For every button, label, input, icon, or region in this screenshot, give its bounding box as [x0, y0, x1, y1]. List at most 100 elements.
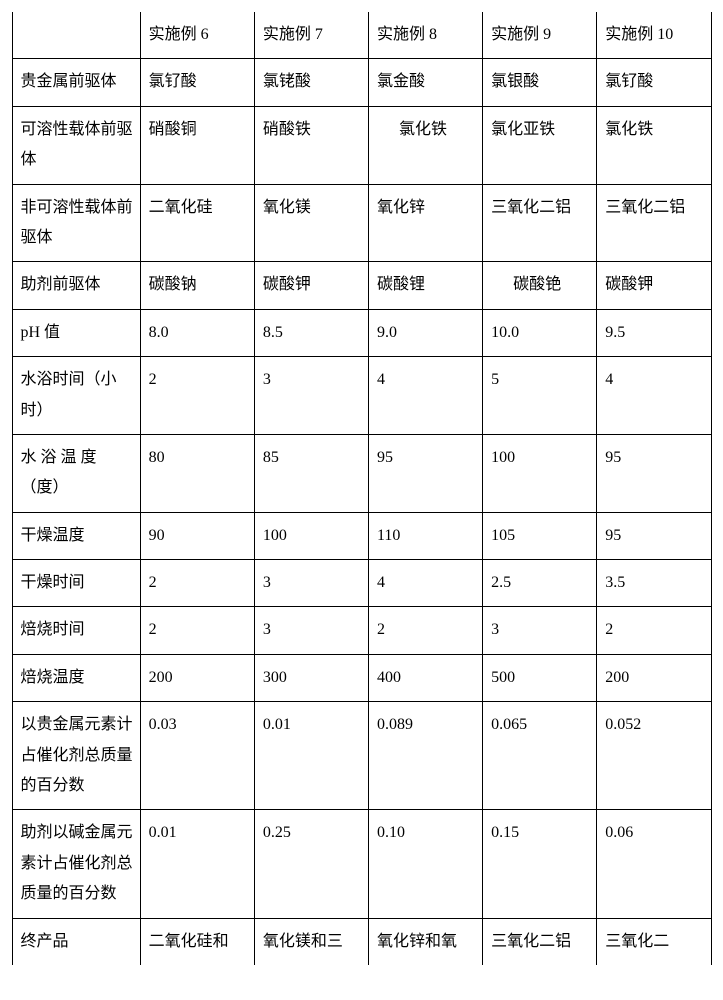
- data-cell: 0.15: [483, 810, 597, 918]
- data-cell: 0.01: [140, 810, 254, 918]
- data-cell: 氧化镁: [254, 184, 368, 262]
- data-cell: 0.065: [483, 702, 597, 810]
- data-cell: 0.052: [597, 702, 711, 810]
- table-header-row: 实施例 6实施例 7实施例 8实施例 9实施例 10: [12, 12, 711, 59]
- header-cell: 实施例 6: [140, 12, 254, 59]
- row-label-cell: 干燥时间: [12, 560, 140, 607]
- data-cell: 氧化锌: [368, 184, 482, 262]
- row-label-cell: 可溶性载体前驱体: [12, 106, 140, 184]
- header-cell: 实施例 9: [483, 12, 597, 59]
- data-cell: 0.10: [368, 810, 482, 918]
- data-cell: 2: [140, 560, 254, 607]
- table-row: 干燥时间2342.53.5: [12, 560, 711, 607]
- data-cell: 5: [483, 357, 597, 435]
- header-cell: 实施例 7: [254, 12, 368, 59]
- row-label-cell: 终产品: [12, 918, 140, 965]
- header-cell: 实施例 10: [597, 12, 711, 59]
- table-row: 水浴时间（小时）23454: [12, 357, 711, 435]
- data-cell: 400: [368, 654, 482, 701]
- data-cell: 4: [597, 357, 711, 435]
- header-cell-blank: [12, 12, 140, 59]
- data-cell: 碳酸钾: [254, 262, 368, 309]
- data-cell: 4: [368, 357, 482, 435]
- data-cell: 100: [254, 512, 368, 559]
- table-row: 助剂前驱体碳酸钠碳酸钾碳酸锂碳酸铯碳酸钾: [12, 262, 711, 309]
- data-cell: 2: [597, 607, 711, 654]
- data-cell: 85: [254, 434, 368, 512]
- table-row: pH 值8.08.59.010.09.5: [12, 309, 711, 356]
- data-cell: 110: [368, 512, 482, 559]
- data-cell: 氯钌酸: [140, 59, 254, 106]
- data-cell: 二氧化硅和: [140, 918, 254, 965]
- row-label-cell: 助剂前驱体: [12, 262, 140, 309]
- data-cell: 100: [483, 434, 597, 512]
- data-cell: 氧化镁和三: [254, 918, 368, 965]
- data-cell: 硝酸铁: [254, 106, 368, 184]
- data-cell: 95: [597, 512, 711, 559]
- data-cell: 80: [140, 434, 254, 512]
- data-cell: 500: [483, 654, 597, 701]
- row-label-cell: 水浴时间（小时）: [12, 357, 140, 435]
- data-cell: 碳酸锂: [368, 262, 482, 309]
- data-cell: 3: [254, 560, 368, 607]
- data-cell: 3.5: [597, 560, 711, 607]
- row-label-cell: 焙烧时间: [12, 607, 140, 654]
- row-label-cell: pH 值: [12, 309, 140, 356]
- row-label-cell: 非可溶性载体前驱体: [12, 184, 140, 262]
- data-cell: 三氧化二铝: [483, 918, 597, 965]
- table-row: 干燥温度9010011010595: [12, 512, 711, 559]
- data-cell: 氧化锌和氧: [368, 918, 482, 965]
- data-table: 实施例 6实施例 7实施例 8实施例 9实施例 10贵金属前驱体氯钌酸氯铑酸氯金…: [12, 12, 712, 965]
- data-cell: 三氧化二铝: [597, 184, 711, 262]
- data-cell: 0.01: [254, 702, 368, 810]
- table-row: 焙烧温度200300400500200: [12, 654, 711, 701]
- data-cell: 8.0: [140, 309, 254, 356]
- table-row: 可溶性载体前驱体硝酸铜硝酸铁氯化铁氯化亚铁氯化铁: [12, 106, 711, 184]
- data-cell: 3: [254, 357, 368, 435]
- data-cell: 氯化铁: [597, 106, 711, 184]
- data-cell: 3: [254, 607, 368, 654]
- data-cell: 0.25: [254, 810, 368, 918]
- table-row: 贵金属前驱体氯钌酸氯铑酸氯金酸氯银酸氯钌酸: [12, 59, 711, 106]
- data-cell: 200: [597, 654, 711, 701]
- row-label-cell: 焙烧温度: [12, 654, 140, 701]
- data-cell: 0.06: [597, 810, 711, 918]
- data-cell: 三氧化二铝: [483, 184, 597, 262]
- data-cell: 0.089: [368, 702, 482, 810]
- data-cell: 9.5: [597, 309, 711, 356]
- row-label-cell: 贵金属前驱体: [12, 59, 140, 106]
- data-cell: 二氧化硅: [140, 184, 254, 262]
- data-cell: 9.0: [368, 309, 482, 356]
- data-cell: 3: [483, 607, 597, 654]
- table-row: 以贵金属元素计占催化剂总质量的百分数0.030.010.0890.0650.05…: [12, 702, 711, 810]
- row-label-cell: 助剂以碱金属元素计占催化剂总质量的百分数: [12, 810, 140, 918]
- data-cell: 碳酸钠: [140, 262, 254, 309]
- table-row: 非可溶性载体前驱体二氧化硅氧化镁氧化锌三氧化二铝三氧化二铝: [12, 184, 711, 262]
- row-label-cell: 以贵金属元素计占催化剂总质量的百分数: [12, 702, 140, 810]
- data-cell: 氯化铁: [368, 106, 482, 184]
- data-cell: 碳酸钾: [597, 262, 711, 309]
- data-cell: 三氧化二: [597, 918, 711, 965]
- data-cell: 2: [140, 607, 254, 654]
- data-cell: 105: [483, 512, 597, 559]
- table-row: 助剂以碱金属元素计占催化剂总质量的百分数0.010.250.100.150.06: [12, 810, 711, 918]
- data-cell: 0.03: [140, 702, 254, 810]
- table-row: 水 浴 温 度（度）80859510095: [12, 434, 711, 512]
- data-cell: 2: [368, 607, 482, 654]
- data-cell: 硝酸铜: [140, 106, 254, 184]
- row-label-cell: 水 浴 温 度（度）: [12, 434, 140, 512]
- table-row: 终产品二氧化硅和氧化镁和三氧化锌和氧三氧化二铝三氧化二: [12, 918, 711, 965]
- data-cell: 氯银酸: [483, 59, 597, 106]
- data-cell: 10.0: [483, 309, 597, 356]
- data-cell: 氯金酸: [368, 59, 482, 106]
- data-cell: 95: [368, 434, 482, 512]
- data-cell: 氯化亚铁: [483, 106, 597, 184]
- data-cell: 4: [368, 560, 482, 607]
- data-cell: 95: [597, 434, 711, 512]
- data-cell: 氯钌酸: [597, 59, 711, 106]
- data-cell: 氯铑酸: [254, 59, 368, 106]
- data-cell: 300: [254, 654, 368, 701]
- header-cell: 实施例 8: [368, 12, 482, 59]
- data-cell: 90: [140, 512, 254, 559]
- data-cell: 8.5: [254, 309, 368, 356]
